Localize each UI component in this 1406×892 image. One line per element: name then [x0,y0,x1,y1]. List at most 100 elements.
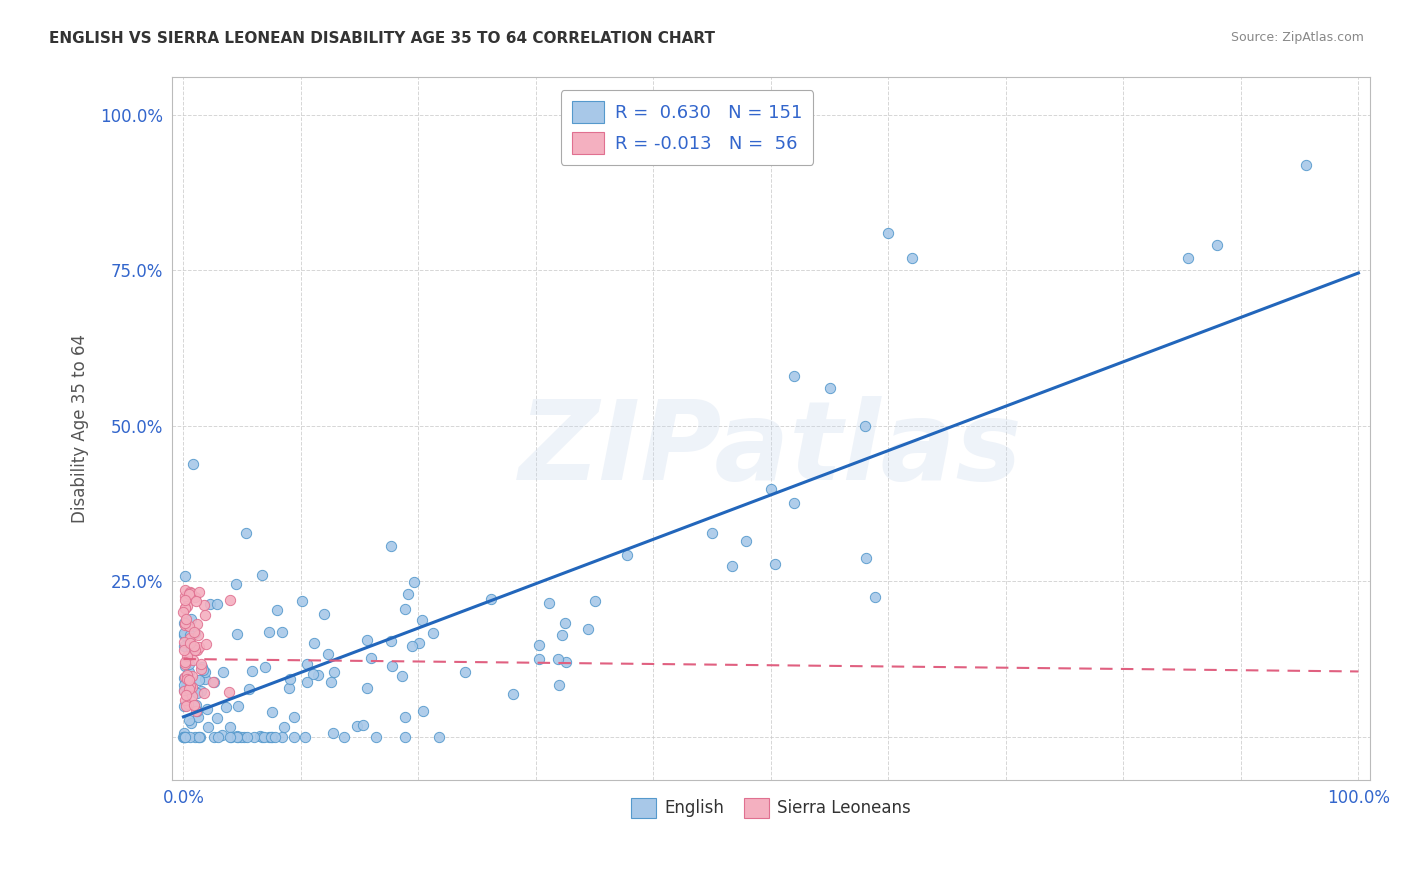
Point [176,648,198,663]
Point [187,710,209,724]
Legend: English, Sierra Leoneans: English, Sierra Leoneans [624,791,918,825]
Point [529,652,551,666]
Point [394,710,416,724]
Point [291,594,314,608]
Point [412,704,434,718]
Point [173,678,195,692]
Point [278,681,301,695]
Point [427,730,450,744]
Point [380,539,402,553]
Point [721,559,744,574]
Point [225,577,247,591]
Point [173,615,195,630]
Point [180,689,202,703]
Point [271,624,294,639]
Point [187,627,209,641]
Point [187,730,209,744]
Point [198,597,221,611]
Point [225,627,247,641]
Point [1295,157,1317,171]
Point [352,718,374,732]
Point [173,730,195,744]
Point [391,669,413,683]
Point [188,730,211,744]
Point [765,557,787,571]
Point [183,640,205,654]
Point [184,698,207,712]
Point [190,684,212,698]
Point [179,730,201,744]
Point [254,660,277,674]
Point [307,668,329,682]
Point [380,633,402,648]
Point [194,607,217,622]
Point [186,704,208,718]
Point [408,636,430,650]
Point [218,684,240,698]
Point [295,657,318,671]
Point [278,672,301,686]
Point [297,675,319,690]
Point [172,606,194,620]
Point [283,709,305,723]
Point [356,681,378,695]
Point [232,730,254,744]
Text: ENGLISH VS SIERRA LEONEAN DISABILITY AGE 35 TO 64 CORRELATION CHART: ENGLISH VS SIERRA LEONEAN DISABILITY AGE… [49,31,716,46]
Point [219,730,242,744]
Point [901,251,924,265]
Point [184,730,207,744]
Point [422,626,444,640]
Point [174,693,197,707]
Point [283,730,305,744]
Point [554,655,576,669]
Point [360,651,382,665]
Point [173,635,195,649]
Point [527,638,550,652]
Point [855,550,877,565]
Point [176,599,198,613]
Point [197,720,219,734]
Point [863,590,886,604]
Point [314,607,336,621]
Point [219,720,242,734]
Point [190,660,212,674]
Point [183,457,205,471]
Point [179,619,201,633]
Point [333,730,356,744]
Point [761,482,783,496]
Point [195,702,218,716]
Point [700,525,723,540]
Point [226,730,249,744]
Point [179,665,201,679]
Point [179,632,201,646]
Point [173,639,195,653]
Y-axis label: Disability Age 35 to 64: Disability Age 35 to 64 [72,334,89,524]
Point [273,720,295,734]
Point [180,611,202,625]
Point [187,730,209,744]
Point [179,635,201,649]
Point [321,674,343,689]
Point [194,665,217,679]
Point [174,611,197,625]
Point [188,585,211,599]
Point [193,598,215,612]
Point [190,657,212,671]
Point [177,657,200,671]
Point [179,585,201,599]
Point [225,729,247,743]
Point [180,585,202,599]
Point [356,633,378,648]
Point [193,686,215,700]
Point [235,525,257,540]
Point [205,597,228,611]
Point [177,673,200,687]
Point [551,628,574,642]
Point [173,628,195,642]
Point [173,672,195,686]
Point [381,659,404,673]
Point [260,730,283,744]
Text: ZIPatlas: ZIPatlas [519,396,1022,503]
Point [173,625,195,640]
Point [174,670,197,684]
